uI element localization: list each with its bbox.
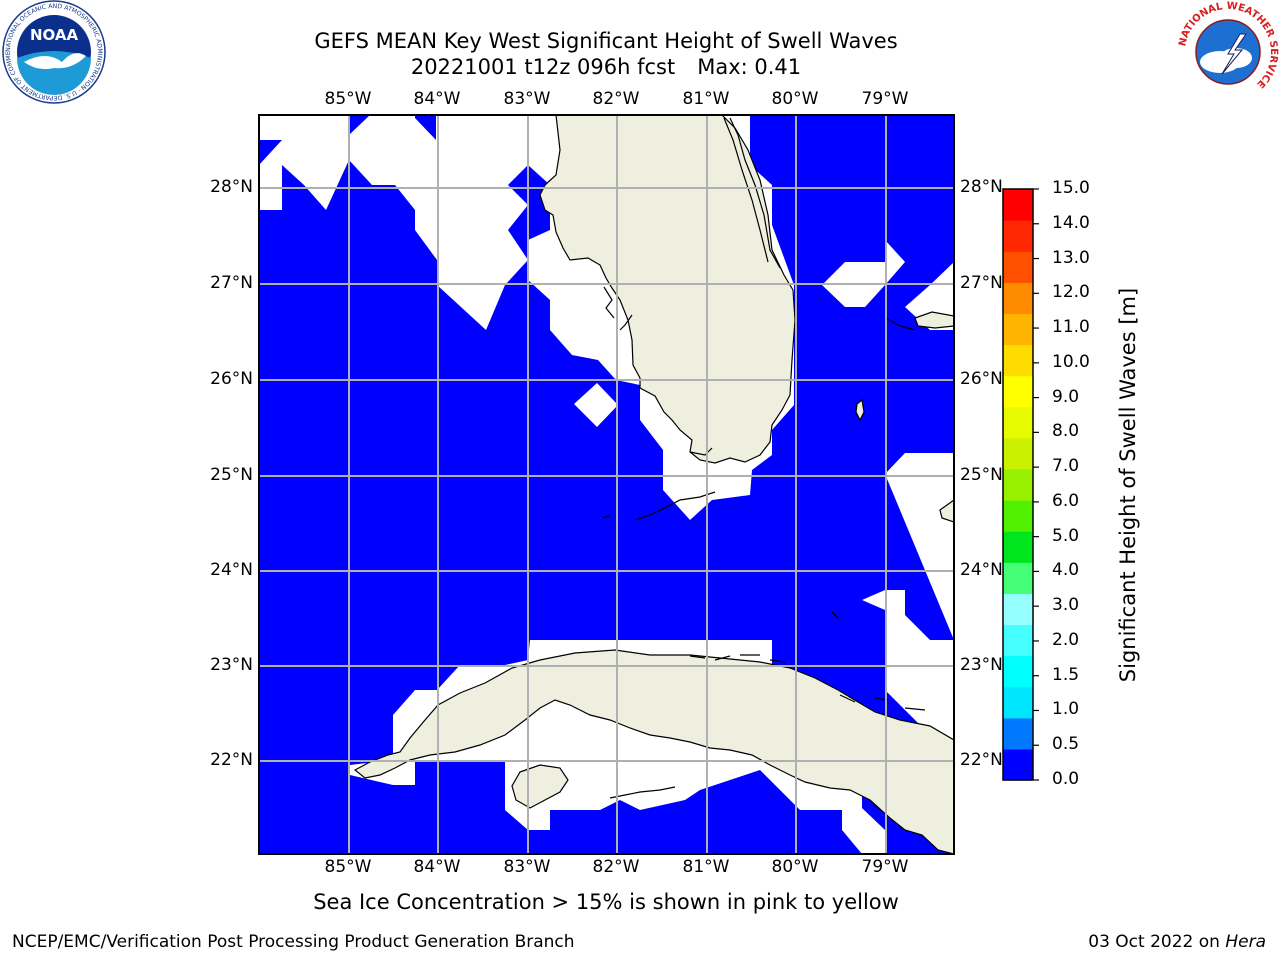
colorbar-segment: [1003, 655, 1033, 688]
colorbar-tick-label: 6.0: [1052, 490, 1080, 511]
colorbar-tick-label: 14.0: [1052, 212, 1090, 233]
colorbar-label: Significant Height of Swell Waves [m]: [1116, 287, 1140, 683]
sea-ice-note: Sea Ice Concentration > 15% is shown in …: [313, 890, 899, 914]
colorbar-segment: [1003, 406, 1033, 439]
colorbar-tick-label: 0.0: [1052, 769, 1080, 789]
map-frame: [258, 114, 955, 855]
colorbar-segment: [1003, 468, 1033, 501]
colorbar-segment: [1003, 593, 1033, 626]
colorbar-tick-label: 0.5: [1052, 734, 1080, 755]
lon-label-bottom: 82°W: [592, 857, 640, 877]
colorbar: [1002, 188, 1039, 781]
colorbar-segment: [1003, 437, 1033, 470]
lon-label-top: 81°W: [682, 89, 730, 109]
lat-label-right: 25°N: [960, 465, 1003, 485]
lat-label-left: 23°N: [210, 655, 253, 675]
lat-label-right: 27°N: [960, 273, 1003, 293]
colorbar-segment: [1003, 531, 1033, 563]
colorbar-tick-label: 4.0: [1052, 560, 1080, 581]
colorbar-segment: [1003, 251, 1033, 283]
lon-label-bottom: 79°W: [861, 857, 909, 877]
colorbar-segment: [1003, 375, 1033, 408]
footer-machine: Hera: [1225, 932, 1266, 952]
colorbar-segment: [1003, 189, 1033, 221]
footer-date: 03 Oct 2022 on Hera: [1088, 932, 1266, 952]
footer-credit: NCEP/EMC/Verification Post Processing Pr…: [12, 932, 575, 952]
colorbar-tick-label: 10.0: [1052, 351, 1090, 372]
lat-label-right: 22°N: [960, 750, 1003, 770]
lon-label-bottom: 85°W: [324, 857, 372, 877]
grand-bahama: [914, 311, 954, 329]
colorbar-segment: [1003, 500, 1033, 532]
colorbar-tick-label: 15.0: [1052, 178, 1090, 198]
lat-label-right: 24°N: [960, 560, 1003, 580]
colorbar-tick-label: 9.0: [1052, 386, 1080, 407]
footer-date-text: 03 Oct 2022 on: [1088, 932, 1220, 952]
nws-logo-icon: NATIONAL WEATHER SERVICE: [1177, 1, 1279, 102]
svg-text:NOAA: NOAA: [30, 26, 79, 44]
colorbar-tick-label: 1.0: [1052, 699, 1080, 720]
colorbar-segment: [1003, 686, 1033, 719]
map-title: GEFS MEAN Key West Significant Height of…: [314, 29, 898, 53]
lat-label-right: 28°N: [960, 177, 1003, 197]
colorbar-segment: [1003, 562, 1033, 594]
lat-label-left: 25°N: [210, 465, 253, 485]
lat-label-left: 28°N: [210, 177, 253, 197]
colorbar-tick-label: 13.0: [1052, 247, 1090, 268]
colorbar-segment: [1003, 748, 1033, 781]
lon-label-top: 83°W: [503, 89, 551, 109]
coast-detail: [602, 117, 926, 799]
lon-label-bottom: 84°W: [413, 857, 461, 877]
colorbar-segment: [1003, 282, 1033, 315]
isla-de-la-juventud: [511, 764, 569, 809]
colorbar-frame: [1002, 188, 1034, 781]
graticule: [259, 115, 954, 854]
colorbar-tick-label: 1.5: [1052, 664, 1080, 685]
lon-label-bottom: 83°W: [503, 857, 551, 877]
bahamas-andros: [855, 398, 865, 422]
colorbar-segment: [1003, 220, 1033, 252]
lon-label-top: 84°W: [413, 89, 461, 109]
noaa-logo-icon: NATIONAL OCEANIC AND ATMOSPHERIC ADMINIS…: [2, 0, 106, 104]
lat-label-right: 26°N: [960, 369, 1003, 389]
forecast-run: 20221001 t12z 096h fcst: [410, 55, 676, 79]
colorbar-segment: [1003, 624, 1033, 657]
max-value: Max: 0.41: [697, 55, 802, 79]
map-subtitle: 20221001 t12z 096h fcst Max: 0.41: [256, 54, 956, 80]
lat-label-right: 23°N: [960, 655, 1003, 675]
colorbar-segment: [1003, 313, 1033, 346]
lon-label-top: 79°W: [861, 89, 909, 109]
lon-label-top: 82°W: [592, 89, 640, 109]
lon-label-top: 80°W: [771, 89, 819, 109]
colorbar-segment: [1003, 344, 1033, 377]
colorbar-tick-label: 5.0: [1052, 525, 1080, 546]
lat-label-left: 26°N: [210, 369, 253, 389]
colorbar-tick-label: 8.0: [1052, 421, 1080, 442]
map-area: [259, 115, 954, 854]
bahamas-small: [939, 499, 954, 523]
florida: [539, 115, 796, 464]
lat-label-left: 27°N: [210, 273, 253, 293]
colorbar-segment: [1003, 717, 1033, 750]
colorbar-tick-label: 12.0: [1052, 282, 1090, 303]
lat-label-left: 24°N: [210, 560, 253, 580]
lon-label-top: 85°W: [324, 89, 372, 109]
colorbar-tick-label: 2.0: [1052, 629, 1080, 650]
colorbar-tick-label: 3.0: [1052, 595, 1080, 616]
colorbar-tick-label: 7.0: [1052, 456, 1080, 477]
lat-label-left: 22°N: [210, 750, 253, 770]
colorbar-tick-label: 11.0: [1052, 317, 1090, 338]
lon-label-bottom: 81°W: [682, 857, 730, 877]
land: [353, 115, 954, 854]
lon-label-bottom: 80°W: [771, 857, 819, 877]
cuba: [353, 649, 954, 854]
